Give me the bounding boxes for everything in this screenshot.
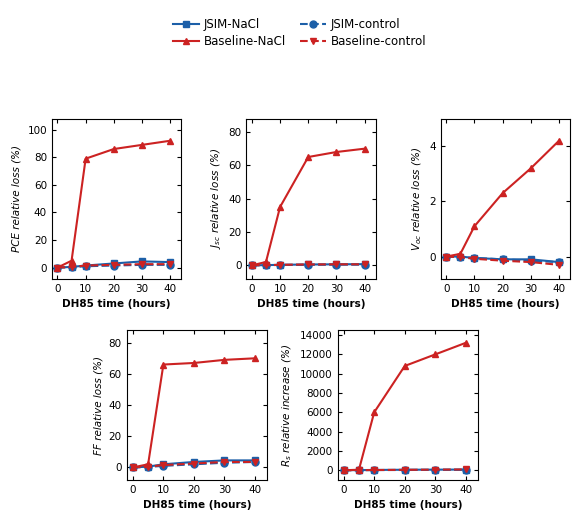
X-axis label: DH85 time (hours): DH85 time (hours) xyxy=(143,501,251,510)
Legend: JSIM-NaCl, Baseline-NaCl, JSIM-control, Baseline-control: JSIM-NaCl, Baseline-NaCl, JSIM-control, … xyxy=(168,13,431,53)
Y-axis label: PCE relative loss (%): PCE relative loss (%) xyxy=(12,145,22,252)
X-axis label: DH85 time (hours): DH85 time (hours) xyxy=(62,299,171,309)
X-axis label: DH85 time (hours): DH85 time (hours) xyxy=(354,501,462,510)
Y-axis label: $V_{oc}$ relative loss (%): $V_{oc}$ relative loss (%) xyxy=(410,147,423,251)
X-axis label: DH85 time (hours): DH85 time (hours) xyxy=(451,299,560,309)
X-axis label: DH85 time (hours): DH85 time (hours) xyxy=(257,299,365,309)
Y-axis label: $R_s$ relative increase (%): $R_s$ relative increase (%) xyxy=(281,343,294,467)
Y-axis label: FF relative loss (%): FF relative loss (%) xyxy=(93,356,103,455)
Y-axis label: $J_{sc}$ relative loss (%): $J_{sc}$ relative loss (%) xyxy=(209,148,223,249)
